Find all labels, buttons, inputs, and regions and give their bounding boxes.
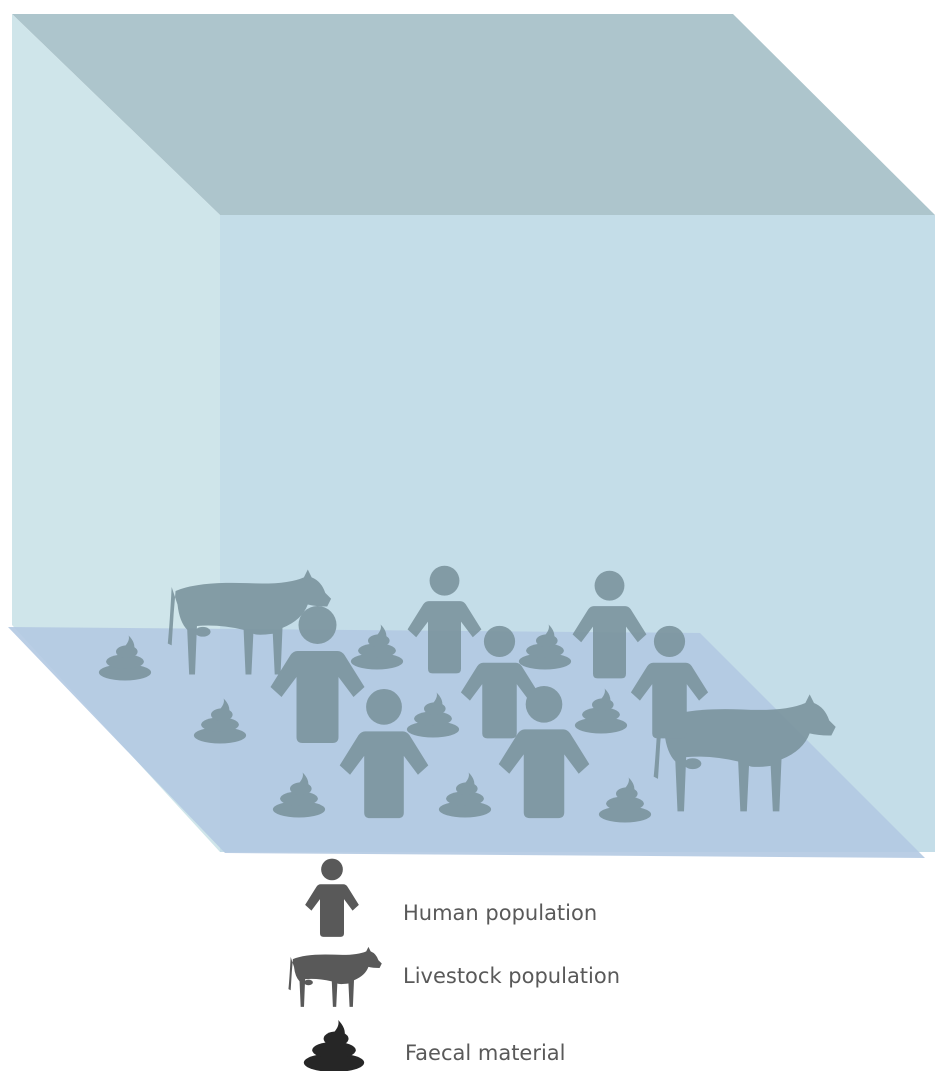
legend-poop-icon: [304, 1020, 364, 1071]
legend-person-icon: [305, 859, 359, 937]
legend-label: Livestock population: [403, 964, 620, 988]
diagram: Human population Livestock population Fa…: [0, 0, 935, 1071]
page: Human population Livestock population Fa…: [0, 0, 935, 1071]
legend-label: Faecal material: [405, 1041, 566, 1065]
legend-cow-icon: [288, 947, 381, 1007]
legend-label: Human population: [403, 901, 597, 925]
